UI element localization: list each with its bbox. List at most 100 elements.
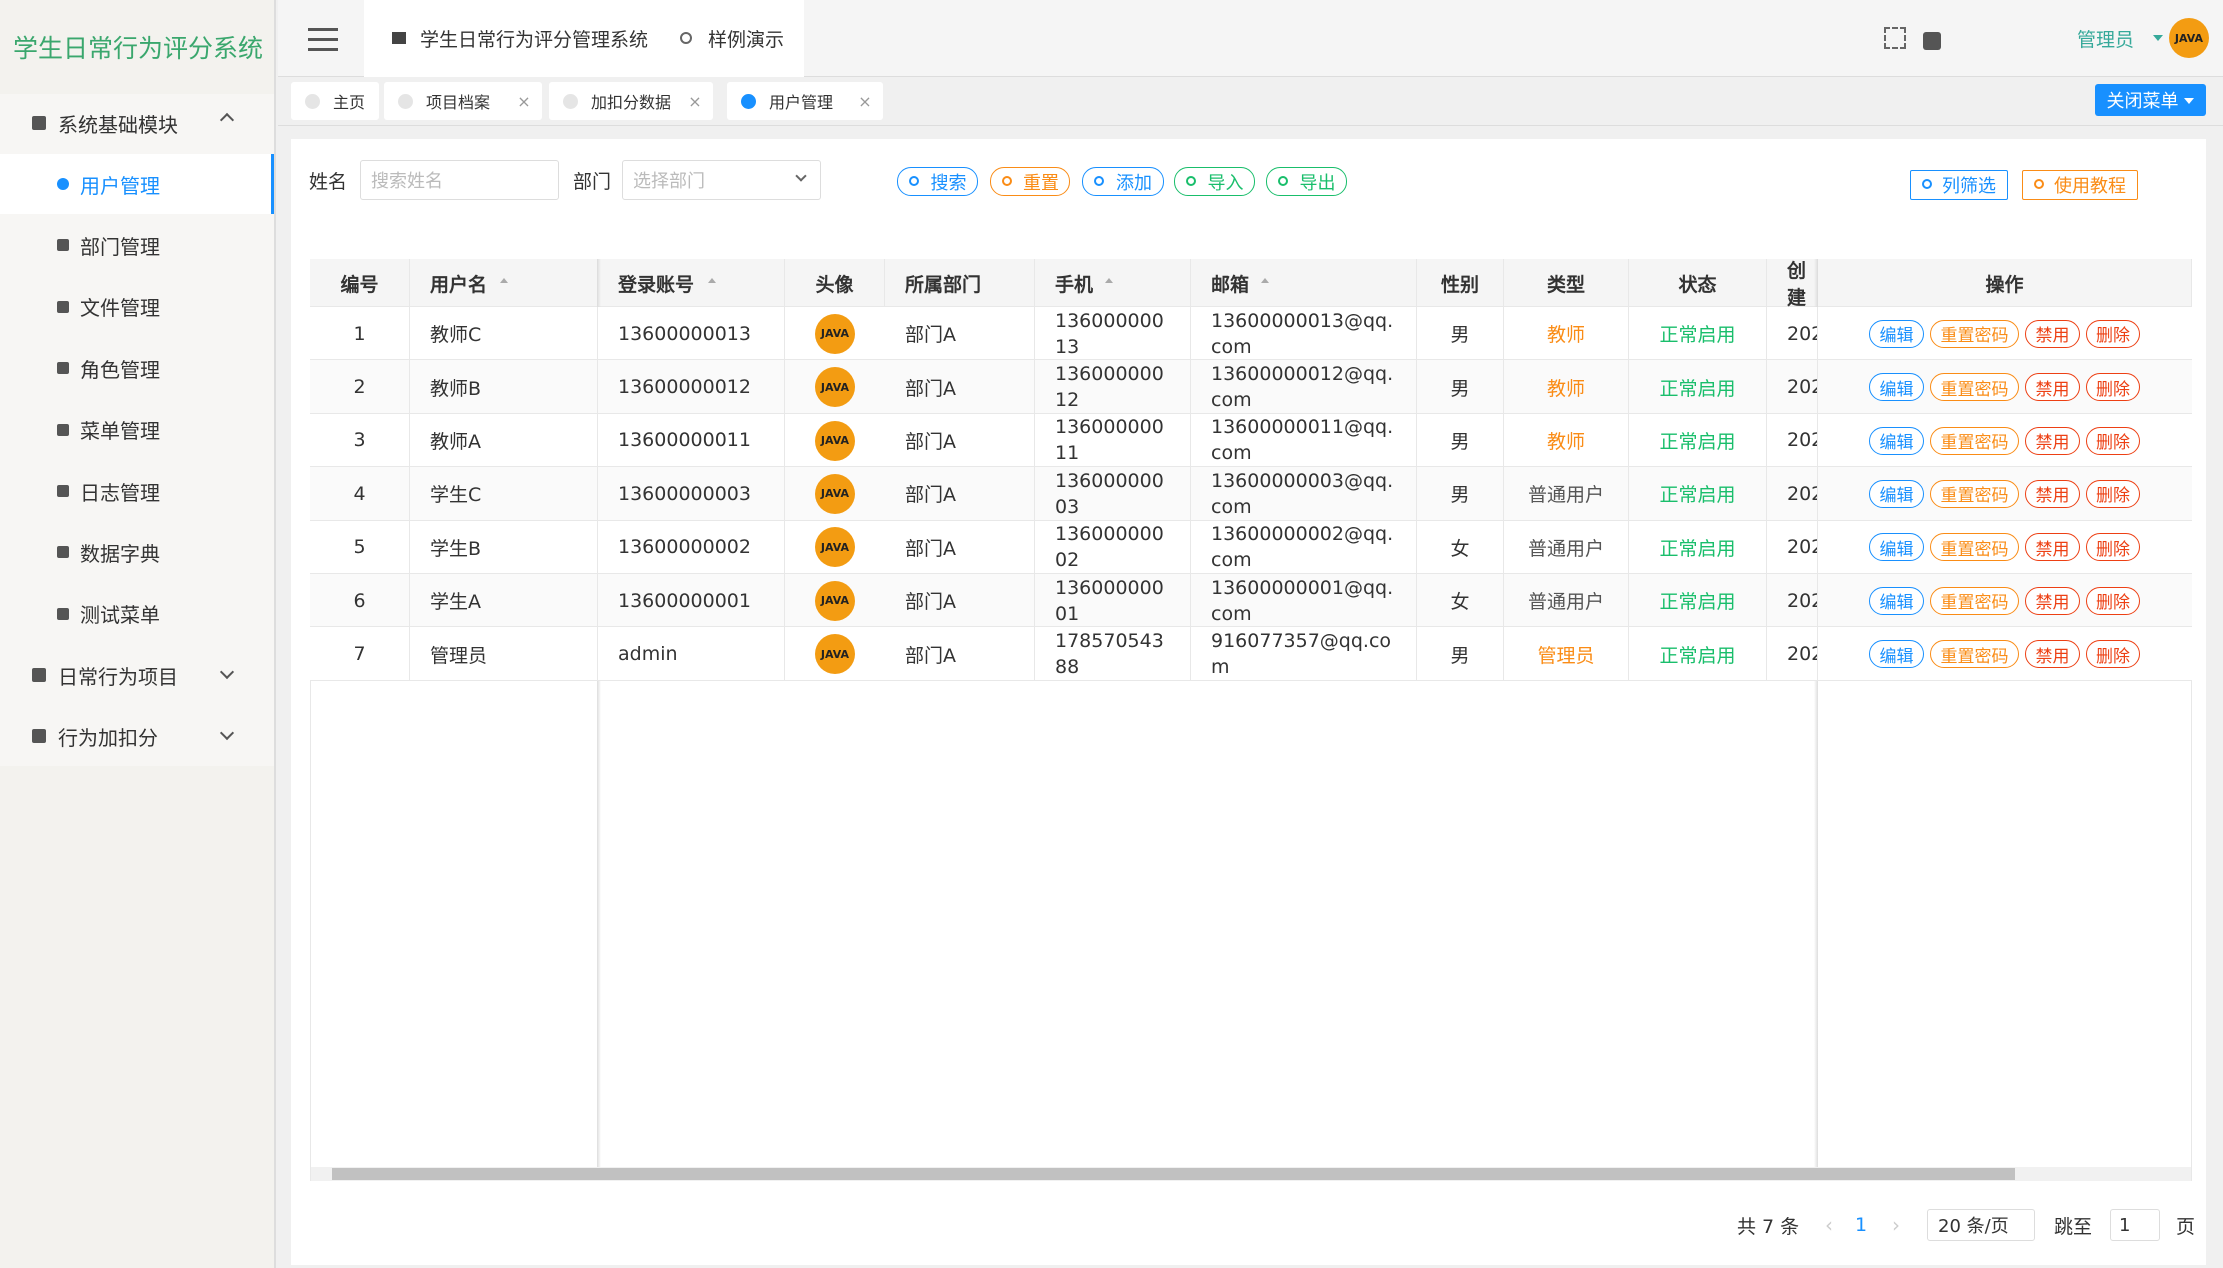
row-action[interactable]: 删除: [2086, 586, 2140, 615]
row-action[interactable]: 编辑: [1869, 373, 1924, 402]
row-action[interactable]: 编辑: [1869, 426, 1924, 455]
tab-dot: [563, 94, 578, 109]
user-name[interactable]: 管理员: [2077, 29, 2135, 51]
table-cell: 13600000002: [1035, 520, 1191, 574]
row-action[interactable]: 删除: [2086, 533, 2140, 562]
table-cell: 教师: [1504, 307, 1629, 361]
table-cell: 2: [310, 360, 410, 414]
row-action[interactable]: 重置密码: [1930, 426, 2019, 455]
table-cell: 正常启用: [1629, 574, 1767, 628]
column-header[interactable]: 类型: [1504, 259, 1629, 307]
tab-close[interactable]: ×: [858, 91, 872, 111]
column-header[interactable]: 用户名: [410, 259, 598, 307]
table-cell: 13600000003@qq.com: [1191, 467, 1417, 521]
column-header[interactable]: 手机: [1035, 259, 1191, 307]
table-cell: 13600000013@qq.com: [1191, 307, 1417, 361]
header: 学生日常行为评分管理系统 样例演示 管理员 JAVA: [278, 0, 2223, 77]
menu-icon: [32, 729, 46, 743]
table-cell: 202: [1767, 627, 1818, 681]
row-action[interactable]: 编辑: [1869, 586, 1924, 615]
table-cell: 教师C: [410, 307, 598, 361]
row-action[interactable]: 编辑: [1869, 479, 1924, 508]
row-action[interactable]: 禁用: [2025, 586, 2080, 615]
table-cell: 学生C: [410, 467, 598, 521]
column-header[interactable]: 邮箱: [1191, 259, 1417, 307]
table-cell: 3: [310, 413, 410, 468]
menu-item[interactable]: 日志管理: [80, 480, 160, 505]
row-action[interactable]: 删除: [2086, 426, 2140, 455]
row-action[interactable]: 删除: [2086, 319, 2140, 348]
column-header[interactable]: 创建: [1767, 259, 1818, 307]
row-action[interactable]: 禁用: [2025, 319, 2080, 348]
table-cell: 普通用户: [1504, 520, 1629, 574]
menu-group[interactable]: 系统基础模块: [58, 112, 178, 137]
menu-item-icon: [57, 300, 69, 313]
tab-close[interactable]: ×: [688, 91, 702, 111]
menu-item[interactable]: 文件管理: [80, 296, 160, 321]
row-action[interactable]: 删除: [2086, 640, 2140, 669]
menu-item[interactable]: 测试菜单: [80, 603, 160, 628]
row-action[interactable]: 禁用: [2025, 426, 2080, 455]
table-cell: 正常启用: [1629, 413, 1767, 468]
row-action[interactable]: 编辑: [1869, 640, 1924, 669]
search-label: 姓名: [309, 170, 348, 193]
column-header[interactable]: 所属部门: [885, 259, 1035, 307]
row-action[interactable]: 重置密码: [1930, 479, 2019, 508]
breadcrumb-item[interactable]: 样例演示: [708, 29, 785, 51]
row-action[interactable]: 重置密码: [1930, 373, 2019, 402]
column-header[interactable]: 头像: [785, 259, 885, 307]
column-header[interactable]: 编号: [310, 259, 410, 307]
row-action[interactable]: 编辑: [1869, 319, 1924, 348]
column-header[interactable]: 状态: [1629, 259, 1767, 307]
page-current[interactable]: 1: [1854, 1214, 1868, 1236]
menu-item[interactable]: 数据字典: [80, 541, 160, 566]
breadcrumb-home: [392, 32, 406, 44]
menu-item-icon: [57, 362, 69, 375]
column-header[interactable]: 操作: [1818, 259, 2192, 307]
column-header[interactable]: 登录账号: [598, 259, 785, 307]
fullscreen-icon[interactable]: [1884, 27, 1906, 49]
menu-group[interactable]: 行为加扣分: [58, 725, 158, 750]
page-goto-input[interactable]: 1: [2110, 1209, 2160, 1241]
column-header[interactable]: 性别: [1417, 259, 1504, 307]
row-action[interactable]: 重置密码: [1930, 319, 2019, 348]
table-cell: 17857054388: [1035, 627, 1191, 681]
row-action[interactable]: 禁用: [2025, 373, 2080, 402]
button-icon: [1094, 176, 1104, 186]
table-cell: 管理员: [410, 627, 598, 681]
row-action[interactable]: 编辑: [1869, 533, 1924, 562]
menu-group[interactable]: 日常行为项目: [58, 664, 178, 689]
table-cell: 普通用户: [1504, 574, 1629, 628]
row-action[interactable]: 删除: [2086, 373, 2140, 402]
breadcrumb-item[interactable]: 学生日常行为评分管理系统: [420, 29, 649, 51]
search-select[interactable]: 选择部门: [622, 160, 821, 200]
row-action[interactable]: 重置密码: [1930, 533, 2019, 562]
scrollbar-thumb[interactable]: [332, 1168, 2015, 1180]
page-size[interactable]: 20 条/页: [1927, 1209, 2035, 1241]
search-label: 部门: [573, 170, 612, 193]
user-avatar[interactable]: JAVA: [2169, 18, 2209, 58]
tab-close[interactable]: ×: [517, 91, 531, 111]
row-action[interactable]: 删除: [2086, 479, 2140, 508]
row-action[interactable]: 禁用: [2025, 479, 2080, 508]
menu-item[interactable]: 用户管理: [0, 154, 274, 214]
table-cell: 13600000013: [598, 307, 785, 361]
row-action[interactable]: 禁用: [2025, 640, 2080, 669]
lock-icon[interactable]: [1923, 32, 1941, 50]
menu-item[interactable]: 角色管理: [80, 357, 160, 382]
menu-item[interactable]: 部门管理: [80, 234, 160, 259]
menu-item[interactable]: 菜单管理: [80, 419, 160, 444]
search-input[interactable]: 搜索姓名: [360, 160, 559, 200]
row-action[interactable]: 重置密码: [1930, 640, 2019, 669]
fixed-left-shadow: [597, 259, 601, 1181]
page-prev[interactable]: ‹: [1825, 1213, 1833, 1237]
table-cell: 202: [1767, 360, 1818, 414]
row-action[interactable]: 禁用: [2025, 533, 2080, 562]
button-icon: [1922, 179, 1932, 189]
close-menu-caret: [2184, 98, 2194, 104]
search-button[interactable]: 添加: [1082, 167, 1164, 196]
page-next[interactable]: ›: [1892, 1213, 1900, 1237]
table-cell: 男: [1417, 627, 1504, 681]
row-action[interactable]: 重置密码: [1930, 586, 2019, 615]
